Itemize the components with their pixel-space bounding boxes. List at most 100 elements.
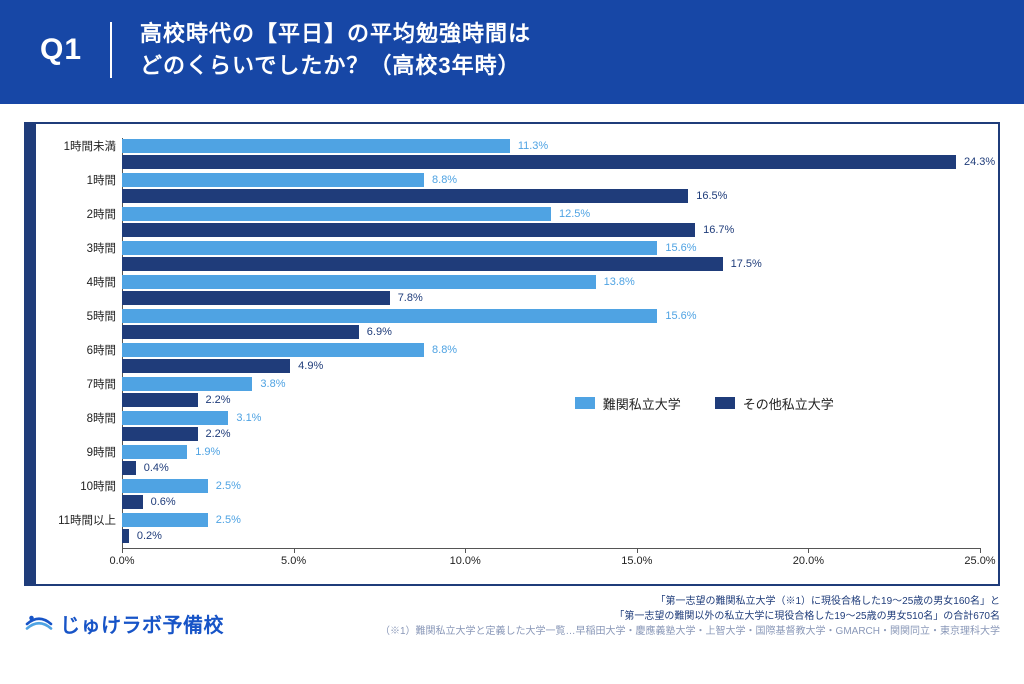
bar-row: 2.2% xyxy=(44,392,980,408)
bar xyxy=(122,241,657,255)
bar-plot: 11.3% xyxy=(122,138,980,154)
bar-groups: 1時間未満 11.3%24.3% 1時間8.8%16.5% 2時間 12.5%16.7%… xyxy=(44,138,980,544)
bar xyxy=(122,223,695,237)
bar xyxy=(122,427,198,441)
bar-row: 10時間2.5% xyxy=(44,478,980,494)
bar xyxy=(122,411,228,425)
legend-swatch xyxy=(575,397,595,409)
bar xyxy=(122,495,143,509)
bar-row: 24.3% xyxy=(44,154,980,170)
value-label: 3.8% xyxy=(260,376,285,392)
bar-plot: 15.6% xyxy=(122,308,980,324)
footnote-line-3: （※1）難関私立大学と定義した大学一覧…早稲田大学・慶應義塾大学・上智大学・国際… xyxy=(238,624,1000,639)
category-label: 7時間 xyxy=(44,376,122,392)
bar xyxy=(122,359,290,373)
bar-plot: 2.2% xyxy=(122,392,980,408)
bar xyxy=(122,207,551,221)
bar-row: 16.5% xyxy=(44,188,980,204)
value-label: 2.2% xyxy=(206,392,231,408)
bar-row: 1時間8.8% xyxy=(44,172,980,188)
category-label: 11時間以上 xyxy=(44,512,122,528)
category-label: 2時間 xyxy=(44,206,122,222)
footnotes: 「第一志望の難関私立大学（※1）に現役合格した19〜25歳の男女160名」と 「… xyxy=(238,594,1000,639)
bar-row: 0.2% xyxy=(44,528,980,544)
legend: 難関私立大学 その他私立大学 xyxy=(575,394,834,413)
bar-row: 3時間15.6% xyxy=(44,240,980,256)
bar-plot: 8.8% xyxy=(122,172,980,188)
value-label: 3.1% xyxy=(236,410,261,426)
category-label: 6時間 xyxy=(44,342,122,358)
bar-group: 10時間2.5%0.6% xyxy=(44,478,980,510)
bar-group: 8時間3.1%2.2% xyxy=(44,410,980,442)
value-label: 8.8% xyxy=(432,172,457,188)
bar xyxy=(122,291,390,305)
value-label: 7.8% xyxy=(398,290,423,306)
value-label: 12.5% xyxy=(559,206,590,222)
value-label: 17.5% xyxy=(731,256,762,272)
value-label: 4.9% xyxy=(298,358,323,374)
bar xyxy=(122,529,129,543)
footnote-line-1: 「第一志望の難関私立大学（※1）に現役合格した19〜25歳の男女160名」と xyxy=(238,594,1000,609)
bar xyxy=(122,257,723,271)
bar-row: 6.9% xyxy=(44,324,980,340)
legend-swatch xyxy=(715,397,735,409)
bar xyxy=(122,513,208,527)
value-label: 15.6% xyxy=(665,308,696,324)
bar xyxy=(122,189,688,203)
bar xyxy=(122,343,424,357)
bar-row: 4時間13.8% xyxy=(44,274,980,290)
logo-text: じゅけラボ予備校 xyxy=(60,609,224,638)
value-label: 11.3% xyxy=(518,138,548,154)
bar-plot: 0.6% xyxy=(122,494,980,510)
x-tick-label: 25.0% xyxy=(964,555,995,567)
legend-label: 難関私立大学 xyxy=(603,394,681,413)
x-tick xyxy=(808,548,809,553)
bar-row: 7.8% xyxy=(44,290,980,306)
bar-row: 0.4% xyxy=(44,460,980,476)
legend-label: その他私立大学 xyxy=(743,394,834,413)
bar xyxy=(122,325,359,339)
bar-plot: 16.7% xyxy=(122,222,980,238)
category-label: 5時間 xyxy=(44,308,122,324)
bar-group: 11時間以上 2.5%0.2% xyxy=(44,512,980,544)
bar-plot: 8.8% xyxy=(122,342,980,358)
x-tick-label: 0.0% xyxy=(109,555,134,567)
title-line-1: 高校時代の【平日】の平均勉強時間は xyxy=(140,21,531,46)
bar-row: 6時間 8.8% xyxy=(44,342,980,358)
bar xyxy=(122,445,187,459)
logo-icon xyxy=(24,609,54,639)
bar xyxy=(122,139,510,153)
bar-group: 3時間15.6%17.5% xyxy=(44,240,980,272)
value-label: 1.9% xyxy=(195,444,220,460)
bar-plot: 13.8% xyxy=(122,274,980,290)
header: Q1 高校時代の【平日】の平均勉強時間は どのくらいでしたか？（高校3年時） xyxy=(0,0,1024,104)
x-tick-label: 15.0% xyxy=(621,555,652,567)
bar-plot: 0.4% xyxy=(122,460,980,476)
x-axis-line xyxy=(122,548,980,549)
value-label: 8.8% xyxy=(432,342,457,358)
bar-row: 16.7% xyxy=(44,222,980,238)
value-label: 2.2% xyxy=(206,426,231,442)
bar-plot: 2.2% xyxy=(122,426,980,442)
bar-plot: 17.5% xyxy=(122,256,980,272)
bar-row: 2.2% xyxy=(44,426,980,442)
x-tick xyxy=(980,548,981,553)
header-divider xyxy=(110,22,112,78)
bar-plot: 2.5% xyxy=(122,478,980,494)
value-label: 2.5% xyxy=(216,512,241,528)
bar xyxy=(122,393,198,407)
bar-plot: 2.5% xyxy=(122,512,980,528)
category-label: 1時間未満 xyxy=(44,138,122,154)
title-line-2: どのくらいでしたか？（高校3年時） xyxy=(140,53,521,78)
bar-plot: 7.8% xyxy=(122,290,980,306)
bar-plot: 0.2% xyxy=(122,528,980,544)
bar xyxy=(122,479,208,493)
bar-group: 4時間13.8%7.8% xyxy=(44,274,980,306)
bar-group: 1時間未満 11.3%24.3% xyxy=(44,138,980,170)
category-label: 3時間 xyxy=(44,240,122,256)
value-label: 0.6% xyxy=(151,494,176,510)
bar-row: 7時間 3.8% xyxy=(44,376,980,392)
x-tick-label: 20.0% xyxy=(793,555,824,567)
bar-plot: 1.9% xyxy=(122,444,980,460)
bar xyxy=(122,377,252,391)
